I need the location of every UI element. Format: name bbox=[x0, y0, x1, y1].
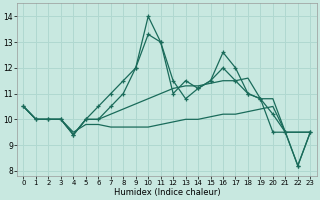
X-axis label: Humidex (Indice chaleur): Humidex (Indice chaleur) bbox=[114, 188, 220, 197]
